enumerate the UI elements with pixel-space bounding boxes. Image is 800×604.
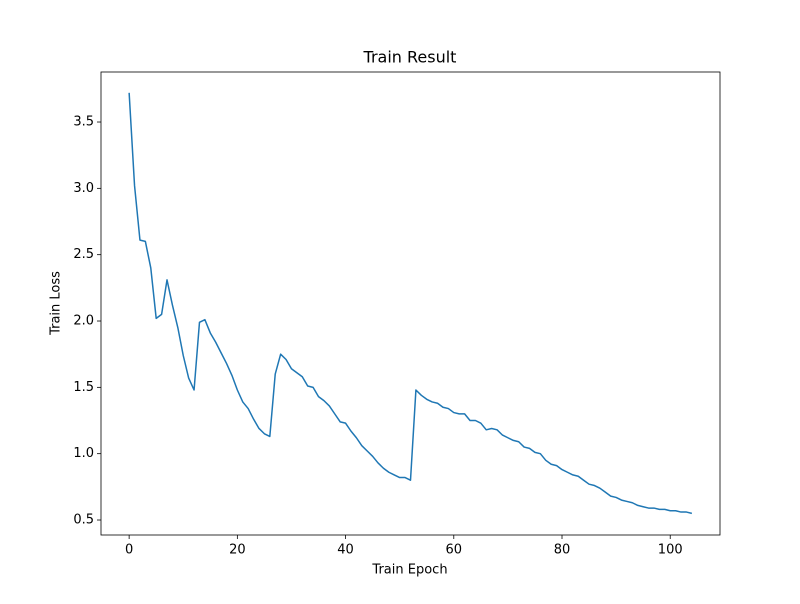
- plot-frame: [100, 71, 721, 536]
- y-tick-label: 1.0: [73, 446, 94, 461]
- x-tick-label: 100: [658, 543, 683, 558]
- y-tick-label: 1.5: [73, 380, 94, 395]
- x-tick-label: 0: [125, 543, 133, 558]
- y-tick-label: 0.5: [73, 513, 94, 528]
- chart-title: Train Result: [363, 48, 457, 67]
- x-tick-label: 20: [229, 543, 246, 558]
- x-tick-label: 40: [337, 543, 354, 558]
- data-line: [128, 92, 693, 515]
- x-tick-label: 60: [446, 543, 463, 558]
- y-tick-label: 3.5: [73, 115, 94, 130]
- y-axis-label: Train Loss: [49, 271, 64, 336]
- x-tick-label: 80: [554, 543, 571, 558]
- y-tick-label: 3.0: [73, 181, 94, 196]
- x-axis-label: Train Epoch: [371, 563, 447, 578]
- y-tick-label: 2.0: [73, 314, 94, 329]
- y-tick-label: 2.5: [73, 247, 94, 262]
